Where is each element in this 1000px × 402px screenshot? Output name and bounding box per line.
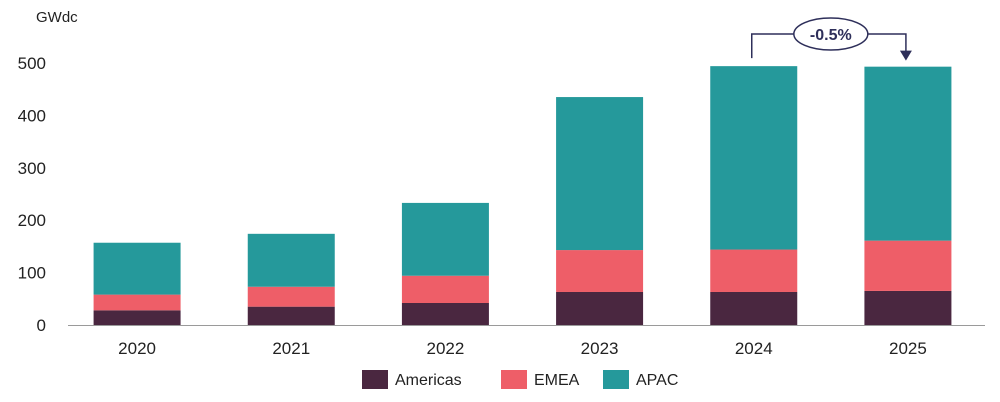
y-axis: 0 100 200 300 400 500	[18, 54, 46, 335]
y-tick-label: 500	[18, 54, 46, 73]
y-tick-label: 200	[18, 211, 46, 230]
x-tick-label: 2022	[427, 339, 465, 358]
growth-callout: -0.5%	[751, 17, 912, 61]
legend-swatch-apac	[603, 370, 629, 389]
bar-americas-2023	[556, 291, 644, 325]
bar-apac-2020	[93, 242, 181, 295]
x-axis: 2020 2021 2022 2023 2024 2025	[118, 339, 927, 358]
legend-label-americas: Americas	[395, 372, 462, 389]
bar-emea-2021	[247, 286, 335, 307]
bar-americas-2024	[710, 291, 798, 325]
y-axis-unit-label: GWdc	[36, 9, 78, 26]
legend-swatch-americas	[362, 370, 388, 389]
bar-apac-2023	[556, 97, 644, 251]
legend-swatch-emea	[501, 370, 527, 389]
bar-apac-2021	[247, 233, 335, 287]
x-tick-label: 2023	[581, 339, 619, 358]
bar-americas-2022	[401, 302, 489, 325]
bar-emea-2024	[710, 249, 798, 292]
legend-label-emea: EMEA	[534, 372, 580, 389]
callout-bubble	[793, 17, 869, 51]
y-tick-label: 300	[18, 159, 46, 178]
bar-americas-2020	[93, 310, 181, 325]
legend: Americas EMEA APAC	[362, 370, 678, 389]
bar-apac-2025	[864, 66, 952, 241]
y-tick-label: 0	[37, 316, 46, 335]
callout-arrowhead	[899, 50, 912, 61]
bar-apac-2022	[401, 202, 489, 276]
legend-label-apac: APAC	[636, 372, 678, 389]
callout-label: -0.5%	[810, 27, 852, 44]
bar-apac-2024	[710, 66, 798, 250]
bar-emea-2020	[93, 294, 181, 311]
y-tick-label: 100	[18, 264, 46, 283]
x-tick-label: 2020	[118, 339, 156, 358]
x-tick-label: 2024	[735, 339, 773, 358]
bar-emea-2022	[401, 275, 489, 303]
y-tick-label: 400	[18, 106, 46, 125]
bar-americas-2025	[864, 290, 952, 325]
bars	[93, 66, 952, 325]
bar-americas-2021	[247, 306, 335, 325]
bar-emea-2025	[864, 240, 952, 291]
bar-emea-2023	[556, 250, 644, 292]
x-tick-label: 2021	[272, 339, 310, 358]
x-tick-label: 2025	[889, 339, 927, 358]
